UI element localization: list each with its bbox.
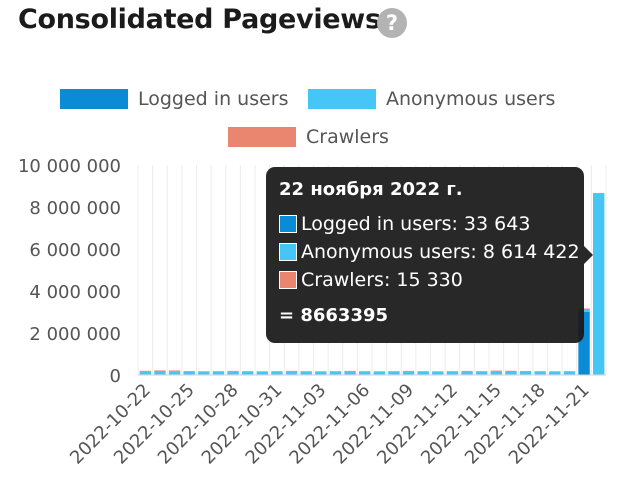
- bar-segment: [490, 370, 503, 372]
- legend-label-anonymous: Anonymous users: [386, 88, 556, 110]
- help-icon[interactable]: ?: [377, 8, 407, 38]
- tooltip-text-anonymous: Anonymous users: 8 614 422: [301, 241, 580, 263]
- bar-segment: [446, 371, 459, 372]
- legend-swatch-anonymous: [308, 89, 376, 109]
- bar-segment: [358, 371, 371, 375]
- bar-segment: [139, 371, 152, 375]
- bar-segment: [519, 371, 532, 375]
- bar-segment: [198, 371, 210, 375]
- bar-segment: [519, 370, 532, 372]
- bar-segment: [461, 371, 473, 375]
- tooltip-swatch-anonymous: [279, 243, 297, 261]
- bar-segment: [241, 371, 254, 372]
- bar-segment: [388, 371, 400, 372]
- bar-segment: [300, 371, 312, 372]
- legend-item-logged-in[interactable]: Logged in users: [60, 88, 289, 110]
- bar-segment: [344, 370, 356, 372]
- legend-swatch-crawlers: [228, 127, 296, 147]
- bar-segment: [475, 371, 488, 372]
- tooltip-swatch-crawlers: [279, 271, 297, 289]
- bar-segment: [285, 371, 298, 375]
- bar-segment: [168, 371, 181, 375]
- bar-segment: [461, 370, 473, 372]
- bar-segment: [388, 371, 400, 375]
- bar-segment: [373, 371, 386, 372]
- bar-segment: [227, 370, 239, 372]
- bar-segment: [490, 371, 503, 375]
- bar-segment: [549, 371, 561, 372]
- chart-tooltip: 22 ноября 2022 г. Logged in users: 33 64…: [266, 167, 584, 343]
- bar-segment: [183, 371, 195, 375]
- bar-segment: [578, 308, 590, 309]
- tooltip-text-crawlers: Crawlers: 15 330: [301, 269, 463, 291]
- tooltip-total: = 8663395: [279, 305, 389, 326]
- bar-segment: [183, 371, 195, 372]
- bar-segment: [198, 371, 210, 372]
- y-tick-label: 8 000 000: [29, 198, 121, 219]
- bar-segment: [432, 371, 444, 372]
- bar-segment: [402, 370, 415, 372]
- y-tick-label: 10 000 000: [18, 156, 121, 177]
- tooltip-row-crawlers: Crawlers: 15 330: [279, 269, 463, 291]
- y-tick-label: 6 000 000: [29, 240, 121, 261]
- y-tick-label: 2 000 000: [29, 324, 121, 345]
- bar-segment: [549, 371, 561, 375]
- legend-label-crawlers: Crawlers: [306, 126, 389, 148]
- tooltip-row-logged-in: Logged in users: 33 643: [279, 213, 530, 235]
- y-tick-label: 0: [110, 366, 121, 387]
- page-title: Consolidated Pageviews: [18, 4, 381, 35]
- bar-segment: [212, 371, 225, 372]
- bar-segment: [227, 371, 239, 375]
- bar-segment: [212, 371, 225, 375]
- legend-label-logged-in: Logged in users: [138, 88, 289, 110]
- tooltip-date: 22 ноября 2022 г.: [279, 179, 463, 200]
- bar-segment: [417, 371, 429, 372]
- bar-segment: [154, 371, 166, 375]
- bar-segment: [300, 371, 312, 375]
- bar-segment: [271, 371, 283, 372]
- bar-segment: [592, 193, 605, 375]
- bar-segment: [534, 371, 546, 375]
- bar-segment: [446, 371, 459, 375]
- bar-segment: [271, 371, 283, 375]
- bar-segment: [563, 371, 576, 375]
- bar-segment: [534, 371, 546, 372]
- bar-segment: [168, 370, 181, 372]
- legend-swatch-logged-in: [60, 89, 128, 109]
- tooltip-text-logged-in: Logged in users: 33 643: [301, 213, 531, 235]
- bar-segment: [592, 193, 605, 194]
- bar-segment: [329, 371, 342, 372]
- bar-segment: [315, 371, 327, 372]
- legend-item-crawlers[interactable]: Crawlers: [228, 126, 389, 148]
- bar-segment: [373, 371, 386, 375]
- bar-segment: [417, 371, 429, 375]
- tooltip-swatch-logged-in: [279, 215, 297, 233]
- bar-segment: [358, 371, 371, 372]
- y-tick-label: 4 000 000: [29, 282, 121, 303]
- bar-segment: [241, 371, 254, 375]
- bar-segment: [154, 370, 166, 372]
- bar-segment: [432, 371, 444, 375]
- bar-segment: [256, 371, 269, 372]
- bar-segment: [285, 370, 298, 372]
- bar-segment: [139, 370, 152, 372]
- bar-segment: [315, 371, 327, 375]
- bar-segment: [578, 312, 590, 375]
- tooltip-row-anonymous: Anonymous users: 8 614 422: [279, 241, 580, 263]
- bar-segment: [505, 370, 517, 372]
- legend-item-anonymous[interactable]: Anonymous users: [308, 88, 555, 110]
- bar-segment: [563, 371, 576, 372]
- bar-segment: [578, 308, 590, 312]
- bar-segment: [256, 371, 269, 375]
- bar-segment: [475, 371, 488, 375]
- bar-segment: [329, 371, 342, 375]
- bar-segment: [344, 371, 356, 375]
- bar-segment: [402, 371, 415, 375]
- tooltip-pointer: [584, 246, 593, 264]
- bar-segment: [505, 371, 517, 375]
